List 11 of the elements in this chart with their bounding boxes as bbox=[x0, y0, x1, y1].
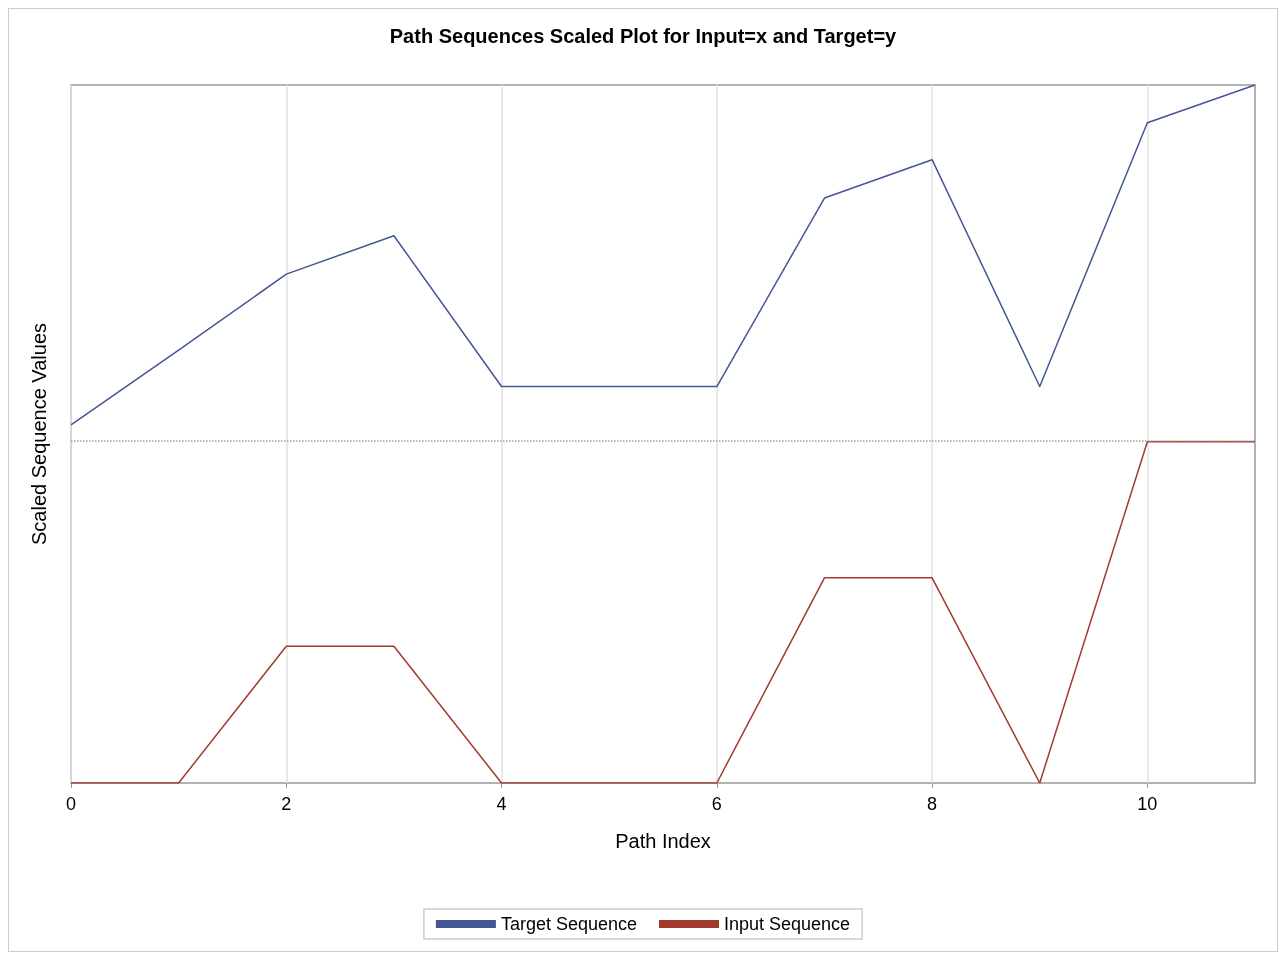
legend-label: Input Sequence bbox=[724, 914, 851, 934]
x-tick-label: 6 bbox=[711, 794, 722, 814]
x-tick-label: 8 bbox=[927, 794, 938, 814]
chart-title: Path Sequences Scaled Plot for Input=x and Target=y bbox=[389, 25, 898, 47]
x-tick-label: 4 bbox=[496, 794, 507, 814]
y-axis-title: Scaled Sequence Values bbox=[28, 322, 50, 546]
x-tick-label: 2 bbox=[281, 794, 292, 814]
x-tick-label: 10 bbox=[1137, 794, 1158, 814]
legend-label: Target Sequence bbox=[500, 914, 638, 934]
x-axis-title: Path Index bbox=[615, 830, 711, 852]
x-tick-label: 0 bbox=[65, 794, 77, 814]
